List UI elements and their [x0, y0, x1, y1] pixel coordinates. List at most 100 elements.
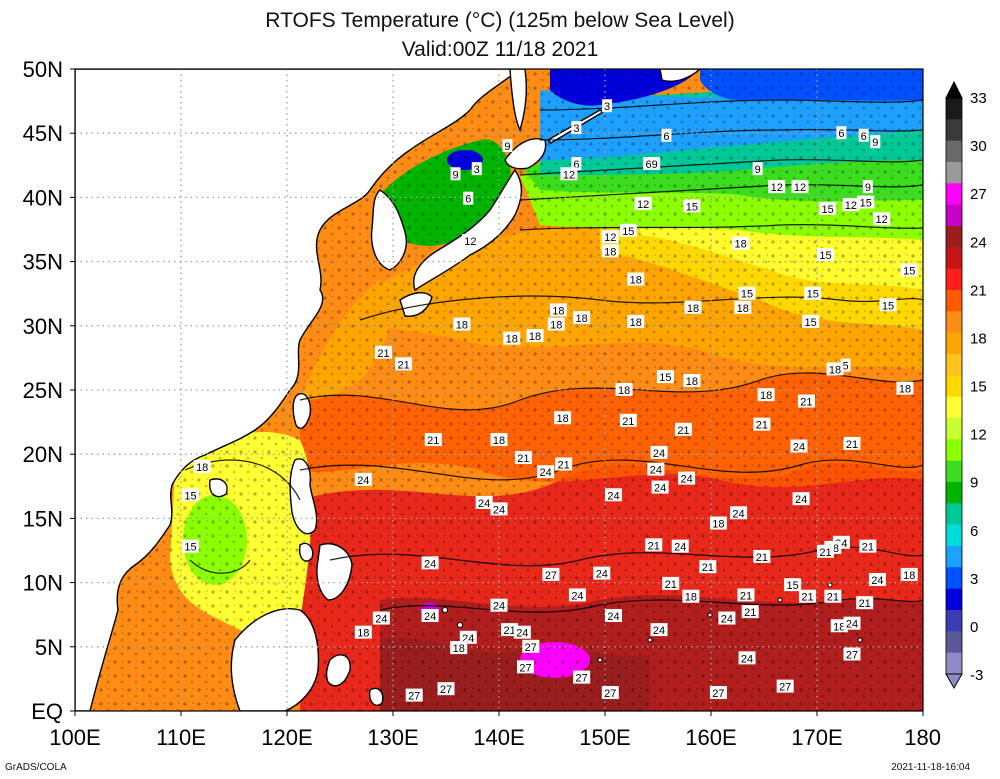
contour-label: 18 [601, 244, 619, 258]
contour-label: 24 [490, 598, 508, 613]
contour-label: 27 [776, 679, 794, 694]
small-islands [442, 582, 863, 663]
svg-text:21: 21 [503, 625, 515, 637]
contour-label: 24 [792, 492, 810, 506]
lon-tick-label: 170E [791, 725, 842, 750]
colorbar-label: -3 [970, 667, 983, 684]
svg-text:21: 21 [819, 547, 831, 559]
colorbar-swatch [946, 652, 962, 675]
colorbar-swatch [946, 631, 962, 654]
contour-label: 18 [450, 641, 468, 655]
contour-label: 12 [842, 198, 860, 212]
svg-text:27: 27 [519, 662, 531, 674]
sulawesi [325, 654, 351, 687]
contour-label: 24 [537, 465, 555, 479]
lat-tick-label: 10N [23, 571, 63, 596]
colorbar-label: 12 [970, 427, 987, 444]
contour-label: 9 [502, 139, 513, 153]
svg-text:6: 6 [573, 159, 579, 171]
svg-text:15: 15 [860, 198, 872, 210]
hainan [209, 478, 228, 498]
colorbar-label: 33 [970, 90, 987, 107]
svg-text:24: 24 [846, 619, 858, 631]
lat-tick-label: 25N [23, 378, 63, 403]
svg-text:27: 27 [712, 688, 724, 700]
contour-label: 18 [554, 411, 572, 425]
contour-label: 21 [645, 538, 663, 552]
lon-tick-label: 100E [49, 725, 100, 750]
svg-text:18: 18 [630, 317, 642, 329]
svg-text:24: 24 [721, 614, 733, 626]
contour-label: 15 [784, 578, 802, 592]
colorbar-label: 6 [970, 523, 978, 540]
lon-tick-label: 110E [156, 725, 206, 750]
svg-text:24: 24 [650, 465, 662, 477]
contour-label: 21 [737, 588, 755, 602]
svg-text:21: 21 [800, 397, 812, 409]
svg-text:24: 24 [493, 601, 505, 613]
contour-label: 24 [421, 556, 439, 570]
contour-label: 27 [405, 688, 423, 703]
svg-text:21: 21 [740, 590, 752, 602]
svg-text:18: 18 [630, 275, 642, 287]
colorbar-swatch [946, 610, 962, 632]
contour-label: 18 [732, 236, 750, 251]
contour-label: 12 [461, 234, 479, 248]
svg-text:18: 18 [685, 592, 697, 604]
contour-label: 27 [437, 682, 455, 696]
colorbar-label: 0 [970, 619, 978, 636]
colorbar-swatch [946, 183, 962, 206]
colorbar-swatch [946, 140, 962, 163]
borneo [230, 608, 320, 711]
contour-label: 21 [514, 451, 532, 465]
svg-text:3: 3 [474, 164, 480, 176]
contour-label: 18 [490, 433, 508, 447]
contour-label: 12 [768, 180, 786, 194]
contour-label: 18 [573, 311, 591, 325]
colorbar-swatch [946, 396, 962, 419]
contour-label: 6 [463, 191, 474, 206]
contour-label: 18 [526, 329, 544, 343]
colorbar-label: 9 [970, 475, 978, 492]
contour-label: 18 [627, 314, 645, 329]
contour-label: 21 [753, 417, 771, 432]
svg-text:24: 24 [732, 508, 744, 520]
svg-text:27: 27 [576, 673, 588, 685]
svg-text:6: 6 [465, 194, 471, 206]
colorbar-swatch [946, 503, 962, 526]
svg-text:24: 24 [653, 448, 665, 460]
korea [370, 189, 407, 271]
svg-text:21: 21 [846, 439, 858, 451]
lat-tick-label: 15N [23, 506, 63, 531]
svg-text:18: 18 [550, 320, 562, 332]
map-title: RTOFS Temperature (°C) (125m below Sea L… [265, 9, 735, 32]
contour-label: 9 [870, 135, 881, 149]
lon-tick-label: 180 [904, 725, 941, 750]
contour-label: 15 [900, 263, 918, 278]
contour-label: 24 [650, 623, 668, 637]
svg-text:24: 24 [793, 441, 805, 453]
contour-label: 12 [634, 196, 652, 211]
svg-text:27: 27 [525, 642, 537, 654]
svg-text:9: 9 [865, 182, 871, 194]
contour-label: 3 [571, 121, 582, 135]
svg-text:18: 18 [529, 331, 541, 343]
lon-tick-label: 120E [261, 725, 312, 750]
japan-hokkaido [504, 138, 547, 170]
contour-label: 24 [868, 573, 886, 587]
contour-label: 18 [615, 383, 633, 397]
contour-label: 12 [601, 230, 619, 244]
contour-label: 12 [873, 212, 891, 226]
contour-label: 24 [421, 608, 439, 623]
lat-tick-label: 50N [23, 57, 63, 82]
svg-text:18: 18 [735, 239, 747, 251]
contour-label: 18 [682, 589, 700, 604]
svg-text:21: 21 [677, 425, 689, 437]
contour-label: 18 [354, 625, 372, 640]
colorbar-frame [945, 97, 963, 675]
svg-text:24: 24 [741, 653, 753, 665]
colorbar-label: 21 [970, 282, 987, 299]
contour-label: 15 [804, 286, 822, 301]
svg-text:12: 12 [771, 182, 783, 194]
